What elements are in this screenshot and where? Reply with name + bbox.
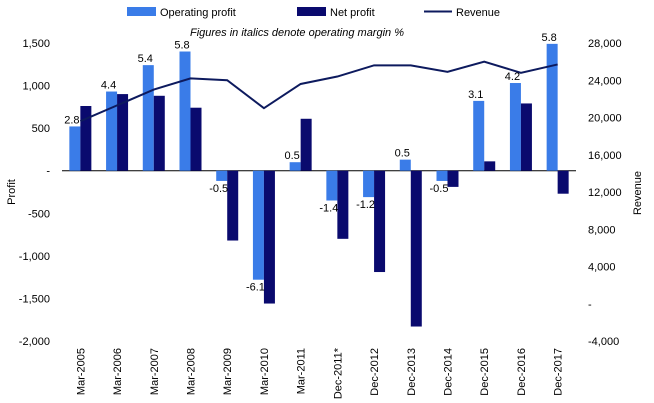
operating-margin-label: 0.5 — [284, 150, 299, 162]
x-tick-label: Mar-2005 — [75, 348, 87, 395]
operating-margin-label: -0.5 — [430, 183, 449, 195]
bar-net-profit — [337, 170, 349, 239]
bar-net-profit — [557, 170, 569, 194]
y2-tick-label: 4,000 — [588, 262, 616, 274]
operating-margin-label: 4.4 — [101, 80, 116, 92]
legend-label-operating-profit: Operating profit — [160, 7, 236, 19]
y2-tick-label: 12,000 — [588, 187, 622, 199]
operating-margin-label: -1.2 — [356, 199, 375, 211]
bar-net-profit — [447, 170, 459, 187]
bar-net-profit — [117, 94, 129, 171]
bar-operating-profit — [399, 159, 411, 171]
y2-tick-label: -4,000 — [588, 336, 619, 348]
operating-margin-label: -0.5 — [209, 183, 228, 195]
x-tick-label: Mar-2006 — [112, 348, 124, 395]
bar-operating-profit — [436, 170, 448, 181]
bar-net-profit — [153, 95, 165, 171]
bar-operating-profit — [106, 91, 118, 171]
x-tick-label: Mar-2008 — [186, 348, 198, 395]
x-tick-label: Dec-2011* — [332, 347, 344, 399]
bar-operating-profit — [546, 43, 558, 171]
bar-operating-profit — [473, 100, 485, 171]
bar-net-profit — [374, 170, 386, 273]
x-axis-ticks: Mar-2005 Mar-2006 Mar-2007 Mar-2008 Mar-2009… — [75, 347, 564, 399]
x-tick-label: Dec-2017 — [553, 348, 565, 396]
y2-tick-label: 28,000 — [588, 38, 622, 50]
y2-tick-label: 24,000 — [588, 75, 622, 87]
y-tick-label: -2,000 — [19, 336, 50, 348]
bars — [69, 43, 569, 327]
y-tick-label: 500 — [32, 123, 50, 135]
y-axis-ticks: 1,500 1,000 500 - -500 -1,000 -1,500 -2,000 — [19, 38, 51, 348]
operating-margin-label: 5.4 — [138, 53, 153, 65]
operating-margin-label: -6.1 — [246, 282, 265, 294]
bar-net-profit — [80, 106, 92, 171]
bar-net-profit — [227, 170, 239, 241]
bar-operating-profit — [69, 126, 81, 171]
x-tick-label: Mar-2009 — [222, 348, 234, 395]
x-tick-label: Dec-2015 — [479, 348, 491, 396]
bar-net-profit — [520, 103, 532, 171]
bar-operating-profit — [363, 170, 375, 198]
revenue-line — [79, 60, 558, 123]
x-tick-label: Dec-2016 — [516, 348, 528, 396]
y2-axis-ticks: 28,000 24,000 20,000 16,000 12,000 8,000 4,000… — [588, 38, 622, 348]
bar-net-profit — [300, 118, 312, 171]
legend-label-net-profit: Net profit — [330, 7, 375, 19]
y2-tick-label: 8,000 — [588, 224, 616, 236]
legend: Operating profit Net profit Revenue — [127, 7, 500, 19]
x-tick-label: Dec-2013 — [406, 348, 418, 396]
y-tick-label: 1,500 — [22, 38, 50, 50]
data-labels: 2.8 4.4 5.4 5.8 -0.5 -6.1 0.5 -1.4 -1.2 0.5 -0.5 3.… — [64, 32, 557, 294]
y-tick-label: 1,000 — [22, 81, 50, 93]
bar-operating-profit — [289, 162, 301, 171]
bar-operating-profit — [509, 83, 521, 171]
y2-axis-title: Revenue — [632, 171, 644, 215]
y2-tick-label: 16,000 — [588, 150, 622, 162]
bar-operating-profit — [142, 65, 154, 171]
legend-swatch-net-profit — [297, 7, 326, 16]
bar-operating-profit — [326, 170, 338, 201]
y2-tick-label: 20,000 — [588, 113, 622, 125]
operating-margin-label: 0.5 — [395, 148, 410, 160]
x-tick-label: Dec-2012 — [369, 348, 381, 396]
y-tick-label: -500 — [28, 208, 50, 220]
operating-margin-label: 4.2 — [505, 71, 520, 83]
y-axis-title: Profit — [6, 179, 18, 205]
x-tick-label: Mar-2010 — [259, 348, 271, 395]
bar-net-profit — [410, 170, 422, 327]
operating-margin-label: -1.4 — [319, 203, 338, 215]
revenue-line-group — [79, 60, 558, 123]
bar-net-profit — [484, 161, 496, 171]
operating-margin-label: 5.8 — [174, 40, 189, 52]
y-tick-label: -1,000 — [19, 251, 50, 263]
y-tick-label: - — [46, 166, 50, 178]
chart-subtitle: Figures in italics denote operating marg… — [190, 27, 404, 39]
operating-margin-label: 3.1 — [468, 89, 483, 101]
y-tick-label: -1,500 — [19, 293, 50, 305]
bar-operating-profit — [252, 170, 264, 280]
operating-margin-label: 2.8 — [64, 114, 79, 126]
bar-operating-profit — [179, 51, 191, 171]
x-tick-label: Dec-2014 — [443, 348, 455, 396]
bar-net-profit — [263, 170, 275, 304]
legend-label-revenue: Revenue — [456, 7, 500, 19]
legend-swatch-operating-profit — [127, 7, 156, 16]
y2-tick-label: - — [588, 299, 592, 311]
operating-margin-label: 5.8 — [541, 32, 556, 44]
x-tick-label: Mar-2007 — [149, 348, 161, 395]
bar-operating-profit — [216, 170, 228, 181]
bar-net-profit — [190, 107, 202, 171]
x-tick-label: Mar-2011 — [296, 348, 308, 394]
